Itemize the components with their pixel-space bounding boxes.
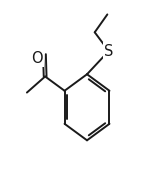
Text: O: O [31,51,43,66]
Text: S: S [104,44,113,59]
